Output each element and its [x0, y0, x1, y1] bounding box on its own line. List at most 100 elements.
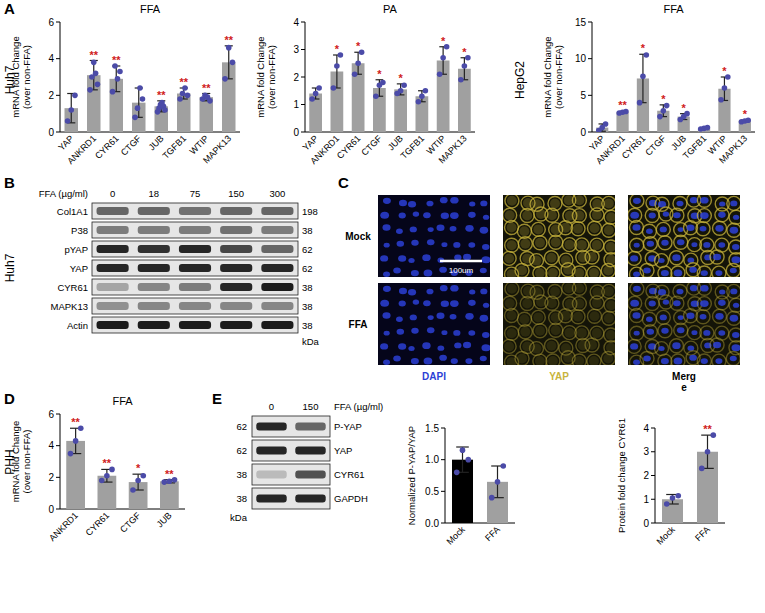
significance: * [441, 35, 446, 47]
tick-label: 0 [643, 518, 649, 529]
protein-label: CYR61 [57, 282, 88, 293]
category-label: TGFB1 [399, 133, 427, 161]
band [295, 471, 325, 479]
unit-label: kDa [230, 512, 248, 523]
data-point [180, 91, 186, 97]
category-label: CTGF [359, 133, 384, 158]
tick-label: 1 [293, 99, 299, 110]
band [261, 302, 293, 310]
tick-label: 0 [48, 504, 54, 515]
data-point [398, 88, 404, 94]
micrograph [627, 281, 743, 369]
significance: ** [89, 49, 98, 61]
tick [56, 445, 60, 446]
western-blot: 01875150300FFA (µg/ml)Col1A1198P3838pYAP… [39, 188, 320, 347]
axis-title: Normalized P-YAP/YAP [406, 426, 417, 525]
panel-letter: C [338, 174, 349, 191]
bar-chart: 0246FFAmRNA fold Change(over non-FFA)YAP… [10, 3, 240, 166]
band [220, 302, 252, 310]
blot-strip [252, 416, 330, 437]
significance: * [136, 462, 141, 474]
data-point [722, 85, 728, 91]
unit-label: kDa [302, 336, 320, 347]
tick [651, 499, 655, 500]
data-point [207, 98, 213, 104]
blot-strip [92, 279, 298, 295]
tick-label: 4 [48, 440, 54, 451]
row-label: PHH [3, 449, 17, 474]
significance: * [641, 42, 646, 54]
protein-label: Actin [67, 320, 88, 331]
data-point [352, 71, 358, 77]
kda-label: 38 [236, 493, 247, 504]
bar [309, 94, 322, 133]
tick [301, 77, 305, 78]
band [179, 283, 211, 291]
significance: * [377, 68, 382, 80]
tick [56, 477, 60, 478]
protein-label: CYR61 [334, 469, 365, 480]
data-point [135, 105, 141, 111]
band [220, 226, 252, 234]
data-point [454, 470, 460, 476]
tick-label: 1.0 [425, 454, 439, 465]
plot-area [66, 425, 179, 509]
plot-area [309, 44, 471, 132]
tick [301, 22, 305, 23]
data-point [87, 87, 93, 93]
data-point [130, 487, 136, 493]
tick-label: 3 [643, 446, 649, 457]
significance: ** [703, 423, 712, 435]
panel-letter: E [212, 390, 222, 407]
axis-title: mRNA fold Change [255, 36, 266, 117]
band [138, 321, 170, 329]
data-point [93, 71, 99, 77]
band [261, 245, 293, 253]
kda-label: 38 [302, 320, 313, 331]
axis-title: (over non-FFA) [21, 430, 32, 494]
protein-label: P-YAP [334, 421, 362, 432]
lane-label: 300 [269, 188, 285, 199]
tick-label: 1 [643, 494, 649, 505]
kda-label: 62 [236, 445, 247, 456]
tick [441, 523, 445, 524]
significance: ** [165, 468, 174, 480]
channel-label: DAPI [422, 371, 446, 382]
bar [394, 89, 407, 132]
data-point [230, 60, 236, 66]
micrograph [502, 193, 618, 281]
band [220, 321, 252, 329]
band [220, 283, 252, 291]
row-label: FFA [349, 319, 368, 330]
significance: ** [103, 457, 112, 469]
y-axis [592, 22, 593, 132]
blot-strip [92, 222, 298, 238]
data-point [637, 100, 643, 106]
data-point [670, 495, 676, 501]
category-label: ANKRD1 [308, 133, 341, 166]
error-bar [135, 88, 143, 117]
tick-label: 2 [293, 72, 299, 83]
tick [441, 459, 445, 460]
significance: * [462, 46, 467, 58]
category-label: CTGF [118, 510, 143, 535]
band [179, 207, 211, 215]
lane-label: 18 [149, 188, 160, 199]
tick [651, 451, 655, 452]
error-bar [70, 428, 81, 453]
data-point [313, 91, 319, 97]
significance: ** [71, 416, 80, 428]
error-bar [333, 55, 341, 88]
data-point [115, 76, 121, 82]
data-point [355, 60, 361, 66]
data-point [72, 93, 78, 99]
category-label: CYR61 [620, 133, 648, 161]
blot-strip [252, 440, 330, 461]
data-point [162, 107, 168, 113]
data-point [699, 466, 705, 472]
band [138, 226, 170, 234]
data-point [462, 63, 468, 69]
band [256, 471, 286, 479]
band [261, 283, 293, 291]
kda-label: 38 [302, 282, 313, 293]
